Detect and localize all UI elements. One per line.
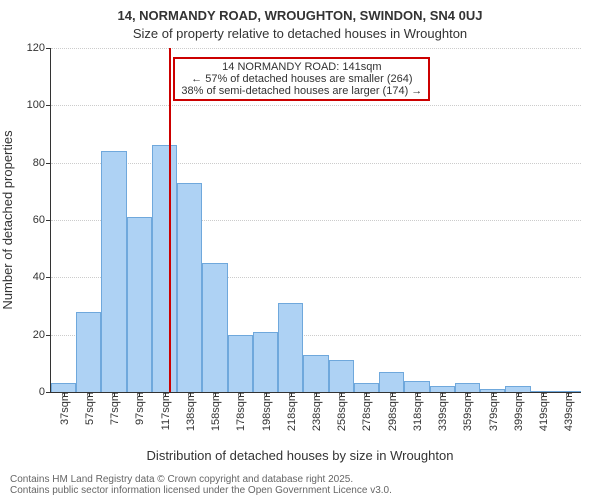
ytick-label: 40: [33, 271, 51, 283]
property-marker-line: [169, 48, 171, 392]
xtick-label: 298sqm: [385, 392, 399, 431]
gridline: [51, 163, 581, 164]
bar: [177, 183, 202, 392]
bar: [404, 381, 429, 392]
footer-line-2: Contains public sector information licen…: [10, 485, 392, 496]
xtick-label: 419sqm: [536, 392, 550, 431]
chart-title-main: 14, NORMANDY ROAD, WROUGHTON, SWINDON, S…: [0, 8, 600, 23]
xtick-label: 97sqm: [132, 392, 146, 425]
bar: [253, 332, 278, 392]
xtick-label: 117sqm: [158, 392, 172, 430]
xtick-label: 399sqm: [511, 392, 525, 431]
footer-line-1: Contains HM Land Registry data © Crown c…: [10, 474, 392, 485]
bar: [202, 263, 227, 392]
xtick-label: 198sqm: [259, 392, 273, 431]
bar: [278, 303, 303, 392]
ytick-label: 0: [39, 386, 51, 398]
x-axis-label: Distribution of detached houses by size …: [0, 448, 600, 463]
ytick-label: 60: [33, 214, 51, 226]
annotation-box: 14 NORMANDY ROAD: 141sqm← 57% of detache…: [173, 57, 430, 101]
xtick-label: 278sqm: [359, 392, 373, 431]
attribution-footer: Contains HM Land Registry data © Crown c…: [10, 474, 392, 496]
xtick-label: 158sqm: [208, 392, 222, 431]
bar: [303, 355, 328, 392]
xtick-label: 379sqm: [486, 392, 500, 431]
bar: [76, 312, 101, 392]
bar: [455, 383, 480, 392]
bar: [127, 217, 152, 392]
ytick-label: 120: [27, 42, 51, 54]
xtick-label: 318sqm: [410, 392, 424, 431]
bar: [228, 335, 253, 392]
xtick-label: 339sqm: [435, 392, 449, 431]
bar: [329, 360, 354, 392]
bar: [101, 151, 126, 392]
xtick-label: 37sqm: [57, 392, 71, 425]
annotation-line-1: 14 NORMANDY ROAD: 141sqm: [181, 61, 422, 73]
annotation-line-3: 38% of semi-detached houses are larger (…: [181, 85, 422, 97]
xtick-label: 439sqm: [561, 392, 575, 431]
xtick-label: 178sqm: [233, 392, 247, 431]
annotation-line-2: ← 57% of detached houses are smaller (26…: [181, 73, 422, 85]
ytick-label: 80: [33, 157, 51, 169]
bar: [51, 383, 76, 392]
xtick-label: 138sqm: [183, 392, 197, 431]
gridline: [51, 48, 581, 49]
xtick-label: 238sqm: [309, 392, 323, 431]
bar: [354, 383, 379, 392]
xtick-label: 359sqm: [460, 392, 474, 431]
plot-area: 02040608010012037sqm57sqm77sqm97sqm117sq…: [50, 48, 581, 393]
ytick-label: 100: [27, 99, 51, 111]
bar: [379, 372, 404, 392]
ytick-label: 20: [33, 329, 51, 341]
y-axis-label: Number of detached properties: [0, 130, 15, 309]
xtick-label: 57sqm: [82, 392, 96, 425]
xtick-label: 77sqm: [107, 392, 121, 425]
xtick-label: 218sqm: [284, 392, 298, 431]
xtick-label: 258sqm: [334, 392, 348, 431]
gridline: [51, 105, 581, 106]
bar: [152, 145, 177, 392]
chart-title-sub: Size of property relative to detached ho…: [0, 26, 600, 41]
